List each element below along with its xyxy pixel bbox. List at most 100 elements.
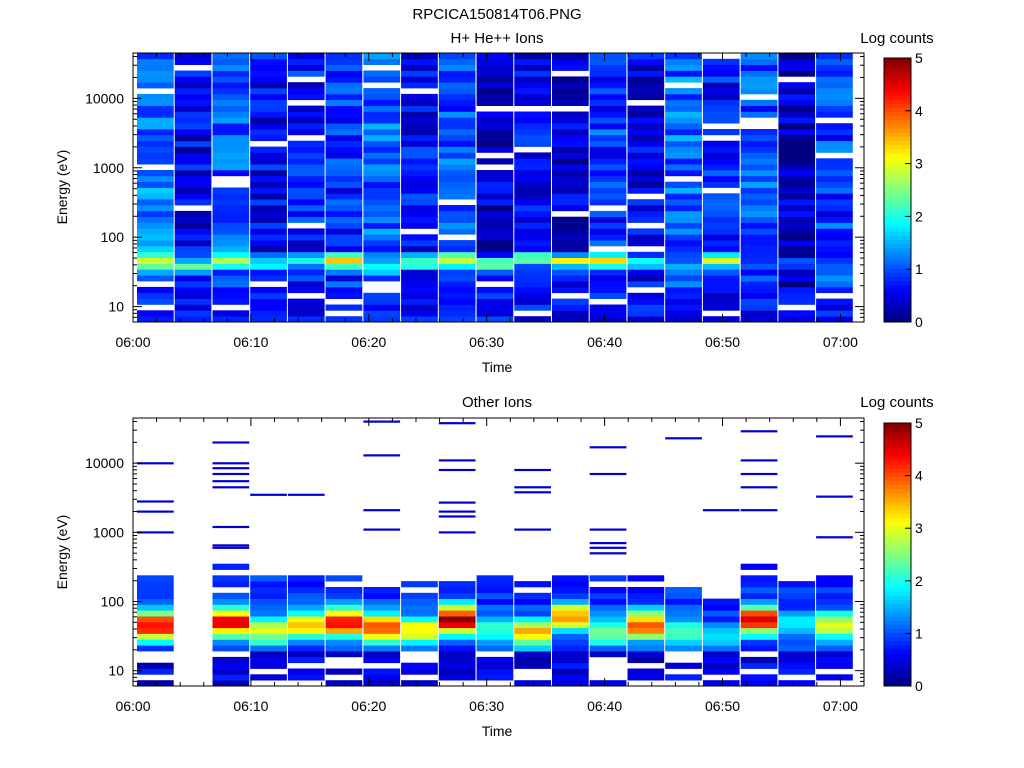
colorbar-segment bbox=[884, 293, 911, 298]
sparse-count-line bbox=[212, 486, 250, 489]
heatmap-cell bbox=[137, 205, 174, 212]
heatmap-cell bbox=[702, 621, 740, 629]
heatmap-cell bbox=[137, 70, 174, 77]
heatmap-cell bbox=[740, 64, 778, 71]
heatmap-cell bbox=[816, 298, 853, 305]
heatmap-cell bbox=[401, 99, 438, 106]
heatmap-cell bbox=[589, 621, 627, 629]
heatmap-cell bbox=[137, 639, 174, 646]
heatmap-cell bbox=[702, 82, 740, 89]
heatmap-cell bbox=[287, 621, 325, 629]
heatmap-cell bbox=[816, 105, 853, 112]
colorbar-segment bbox=[884, 468, 911, 473]
heatmap-cell bbox=[514, 140, 551, 147]
heatmap-cell bbox=[514, 592, 551, 599]
heatmap-cell bbox=[250, 82, 287, 89]
heatmap-column bbox=[401, 53, 438, 323]
heatmap-cell bbox=[401, 216, 438, 223]
sparse-count-line bbox=[438, 459, 476, 462]
heatmap-cell bbox=[514, 216, 551, 223]
panel-title: H+ He++ Ions bbox=[451, 30, 544, 47]
heatmap-cell bbox=[778, 662, 816, 669]
heatmap-cell bbox=[325, 633, 363, 640]
heatmap-cell bbox=[627, 263, 665, 270]
heatmap-cell bbox=[438, 193, 476, 200]
colorbar-segment bbox=[884, 173, 911, 179]
heatmap-cell bbox=[137, 257, 174, 264]
heatmap-cell bbox=[740, 310, 778, 317]
heatmap-cell bbox=[250, 316, 287, 323]
heatmap-cell bbox=[552, 275, 589, 282]
colorbar-segment bbox=[884, 542, 911, 547]
heatmap-cell bbox=[514, 621, 551, 629]
heatmap-cells bbox=[137, 420, 853, 687]
heatmap-cell bbox=[212, 240, 250, 247]
heatmap-cell bbox=[778, 146, 816, 153]
heatmap-cell bbox=[250, 129, 287, 136]
heatmap-cell bbox=[589, 610, 627, 617]
heatmap-cell bbox=[250, 639, 287, 646]
heatmap-cell bbox=[589, 216, 627, 223]
heatmap-cell bbox=[212, 627, 250, 634]
heatmap-cell bbox=[552, 216, 589, 223]
heatmap-cell bbox=[174, 99, 212, 106]
heatmap-cell bbox=[514, 152, 551, 159]
x-tick-label: 07:00 bbox=[823, 698, 858, 714]
heatmap-cell bbox=[665, 181, 702, 188]
heatmap-cell bbox=[514, 170, 551, 177]
heatmap-cell bbox=[438, 286, 476, 294]
heatmap-cell bbox=[212, 123, 250, 130]
heatmap-cell bbox=[325, 146, 363, 153]
colorbar-segment bbox=[884, 231, 911, 236]
heatmap-cell bbox=[250, 651, 287, 658]
heatmap-cell bbox=[287, 216, 325, 223]
heatmap-cell bbox=[778, 158, 816, 165]
heatmap-cell bbox=[174, 164, 212, 171]
heatmap-cell bbox=[174, 234, 212, 241]
heatmap-column bbox=[552, 575, 589, 687]
heatmap-cell bbox=[212, 105, 250, 112]
heatmap-cell bbox=[816, 251, 853, 258]
heatmap-cell bbox=[137, 111, 174, 118]
heatmap-cell bbox=[778, 592, 816, 599]
heatmap-cell bbox=[212, 134, 250, 142]
heatmap-cell bbox=[401, 76, 438, 83]
heatmap-column bbox=[627, 53, 665, 323]
colorbar-segment bbox=[884, 227, 911, 232]
heatmap-cell bbox=[627, 639, 665, 646]
heatmap-cell bbox=[665, 304, 702, 311]
heatmap-cell bbox=[363, 140, 401, 147]
heatmap-cell bbox=[552, 228, 589, 235]
heatmap-cell bbox=[212, 146, 250, 153]
heatmap-cell bbox=[816, 175, 853, 182]
heatmap-cell bbox=[778, 234, 816, 241]
heatmap-cell bbox=[363, 656, 401, 664]
heatmap-cell bbox=[816, 216, 853, 223]
heatmap-cell bbox=[665, 105, 702, 112]
heatmap-cell bbox=[778, 598, 816, 605]
heatmap-cell bbox=[476, 269, 514, 276]
heatmap-cell bbox=[137, 598, 174, 605]
heatmap-cell bbox=[476, 205, 514, 212]
y-tick-label: 10000 bbox=[85, 90, 124, 106]
heatmap-cell bbox=[702, 651, 740, 658]
heatmap-cell bbox=[778, 187, 816, 194]
heatmap-cell bbox=[514, 257, 551, 264]
heatmap-cell bbox=[665, 210, 702, 218]
heatmap-cell bbox=[401, 193, 438, 200]
sparse-count-line bbox=[816, 435, 853, 438]
heatmap-cell bbox=[401, 680, 438, 687]
heatmap-cell bbox=[401, 234, 438, 241]
colorbar-segment bbox=[884, 665, 911, 671]
heatmap-cell bbox=[438, 257, 476, 264]
sparse-count-line bbox=[816, 495, 853, 498]
heatmap-column bbox=[816, 435, 853, 681]
heatmap-cell bbox=[514, 275, 551, 282]
heatmap-cell bbox=[438, 175, 476, 182]
colorbar-segment bbox=[884, 297, 911, 302]
heatmap-cell bbox=[740, 158, 778, 165]
heatmap-cell bbox=[476, 134, 514, 142]
heatmap-cell bbox=[250, 656, 287, 664]
colorbar-segment bbox=[884, 583, 911, 588]
heatmap-cell bbox=[212, 140, 250, 147]
